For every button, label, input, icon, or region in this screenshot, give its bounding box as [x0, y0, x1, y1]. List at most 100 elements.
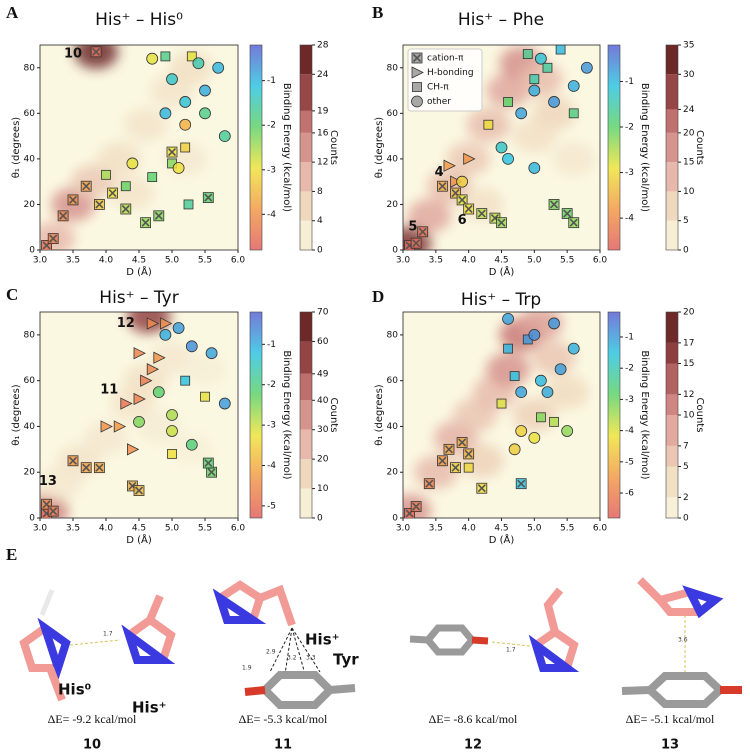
point — [186, 51, 197, 62]
point-cross — [458, 195, 467, 204]
points — [41, 317, 231, 518]
point — [146, 317, 160, 330]
colorbar-tick-label: 49 — [317, 369, 329, 379]
colorbar-tick-label: -6 — [625, 489, 634, 499]
point — [410, 501, 422, 512]
point — [159, 107, 172, 120]
counts-colorbar — [665, 44, 679, 251]
x-tick-label: 3.5 — [66, 256, 80, 266]
counts-band — [666, 162, 678, 192]
x-tick-label: 5.5 — [198, 256, 212, 266]
structure-id: 12 — [464, 738, 482, 752]
point-cross — [497, 218, 506, 227]
structure-11: 1.9 2.9 3.2 3.3 His⁺ Tyr ΔE= -5.3 kcal/m… — [212, 580, 359, 752]
counts-band — [666, 109, 678, 133]
point-cross — [418, 227, 427, 236]
point — [528, 162, 541, 174]
chart-title: His⁺ – Trp — [461, 290, 541, 310]
point-cross — [517, 479, 526, 488]
colorbar-tick-label: 0 — [683, 514, 689, 524]
colorbar-tick-label: 10 — [317, 484, 329, 494]
x-tick-label: 5.5 — [560, 256, 574, 266]
point-cross — [464, 449, 473, 458]
colorbar-tick-label: -1 — [267, 76, 276, 86]
colorbar-tick-label: 19 — [317, 106, 329, 116]
energy-colorbar — [607, 311, 621, 519]
point — [541, 386, 554, 399]
molecule-label: His⁰ — [58, 681, 91, 699]
panel-label: D — [372, 287, 384, 306]
colorbar-tick-label: -3 — [625, 168, 634, 178]
chart-title: His⁺ – His⁰ — [95, 10, 183, 30]
points — [404, 45, 593, 250]
point — [436, 180, 448, 192]
y-tick-label: 40 — [24, 422, 36, 432]
point — [568, 217, 580, 229]
y-tick-label: 0 — [29, 246, 35, 256]
point — [153, 210, 165, 222]
point-cross — [82, 182, 91, 191]
point — [159, 328, 172, 341]
energy-colorbar — [249, 44, 263, 251]
colorbar-tick-label: -1 — [625, 332, 634, 342]
point — [127, 443, 140, 456]
density-blob — [512, 119, 557, 154]
counts-band — [666, 445, 678, 467]
counts-band — [300, 74, 312, 111]
contact — [291, 627, 321, 673]
point — [172, 162, 185, 174]
colorbar-tick-label: -1 — [267, 340, 276, 350]
ring-n — [528, 634, 580, 672]
point-cross — [412, 502, 421, 511]
y-axis-label: θ₁ (degrees) — [11, 117, 22, 178]
point — [450, 175, 463, 188]
x-tick-label: 3.0 — [33, 524, 48, 534]
point — [561, 425, 574, 437]
point — [67, 455, 79, 467]
point — [202, 457, 214, 469]
point — [172, 322, 185, 334]
point — [205, 347, 218, 360]
colorbar-tick-label: 5 — [683, 462, 689, 472]
point — [218, 130, 231, 143]
colorbar-tick-label: -3 — [267, 421, 276, 431]
point — [152, 386, 165, 399]
density-blob — [123, 107, 168, 142]
point — [179, 96, 192, 108]
point — [100, 420, 113, 433]
point — [423, 478, 435, 490]
point — [47, 505, 59, 517]
point — [496, 398, 507, 409]
counts-band — [666, 132, 678, 163]
structure-13: 3.6 ΔE= -5.1 kcal/mol 13 — [621, 577, 742, 752]
point — [199, 84, 211, 97]
x-tick-label: 5.0 — [165, 256, 180, 266]
point — [180, 375, 191, 386]
x-tick-label: 3.0 — [33, 256, 48, 266]
distance: 2.9 — [266, 649, 276, 656]
counts-colorbar — [299, 311, 313, 519]
point — [80, 462, 92, 474]
counts-band — [666, 191, 678, 221]
point — [515, 478, 527, 490]
point — [456, 194, 468, 206]
counts-band — [666, 342, 678, 364]
point — [463, 448, 475, 460]
distance: 3.6 — [678, 637, 688, 644]
point — [528, 328, 541, 341]
counts-band — [300, 312, 312, 342]
point — [476, 208, 488, 219]
point — [542, 62, 553, 73]
colorbar-tick-label: -2 — [267, 121, 276, 131]
point — [443, 159, 456, 172]
y-tick-label: 20 — [24, 200, 36, 210]
colorbar-tick-label: 20 — [317, 455, 329, 465]
structure-12: 1.7 ΔE= -8.6 kcal/mol 12 — [409, 587, 580, 752]
point-cross — [95, 200, 104, 209]
colorbar-tick-label: 30 — [317, 425, 329, 435]
density-blob — [169, 50, 214, 85]
counts-band — [300, 45, 312, 75]
energy-label: ΔE= -8.6 kcal/mol — [429, 712, 518, 726]
x-tick-label: 5.0 — [165, 524, 180, 534]
bond — [258, 584, 296, 627]
